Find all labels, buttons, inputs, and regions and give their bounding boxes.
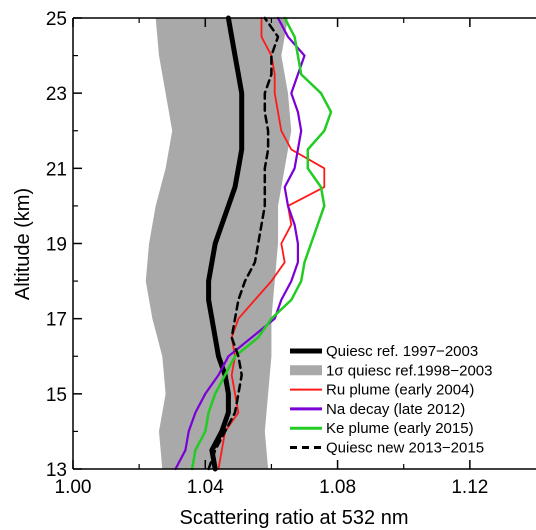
plot-area	[145, 15, 333, 472]
y-tick-label: 25	[46, 9, 67, 30]
y-tick-label: 17	[46, 310, 67, 331]
legend-label-2: Ru plume (early 2004)	[326, 382, 474, 399]
x-tick-label: 1.04	[187, 477, 224, 498]
legend-label-5: Quiesc new 2013−2015	[326, 440, 484, 457]
y-tick-label: 13	[46, 460, 67, 481]
legend: Quiesc ref. 1997−2003 1σ quiesc ref.1998−…	[290, 343, 492, 457]
series-line-0	[206, 15, 245, 472]
y-tick-label: 19	[46, 235, 67, 256]
y-tick-label: 23	[46, 84, 67, 105]
series-line-1	[217, 17, 326, 470]
axis-ticks: 13 15 17 19 21 23 25 1.00 1.04 1.08 1.12	[46, 9, 536, 498]
legend-label-3: Na decay (late 2012)	[326, 401, 465, 418]
sigma-band	[145, 18, 292, 469]
x-axis-label: Scattering ratio at 532 nm	[179, 507, 408, 529]
y-axis-label: Altitude (km)	[12, 188, 34, 300]
legend-label-0: Quiesc ref. 1997−2003	[326, 343, 478, 360]
series-line-3	[190, 16, 333, 471]
x-tick-label: 1.08	[319, 477, 356, 498]
series-line-4	[207, 16, 280, 471]
y-tick-label: 21	[46, 159, 67, 180]
legend-label-1: 1σ quiesc ref.1998−2003	[326, 362, 492, 379]
series-line-2	[174, 16, 306, 471]
x-tick-label: 1.00	[55, 477, 92, 498]
legend-label-4: Ke plume (early 2015)	[326, 420, 474, 437]
x-tick-label: 1.12	[451, 477, 488, 498]
y-tick-label: 15	[46, 385, 67, 406]
